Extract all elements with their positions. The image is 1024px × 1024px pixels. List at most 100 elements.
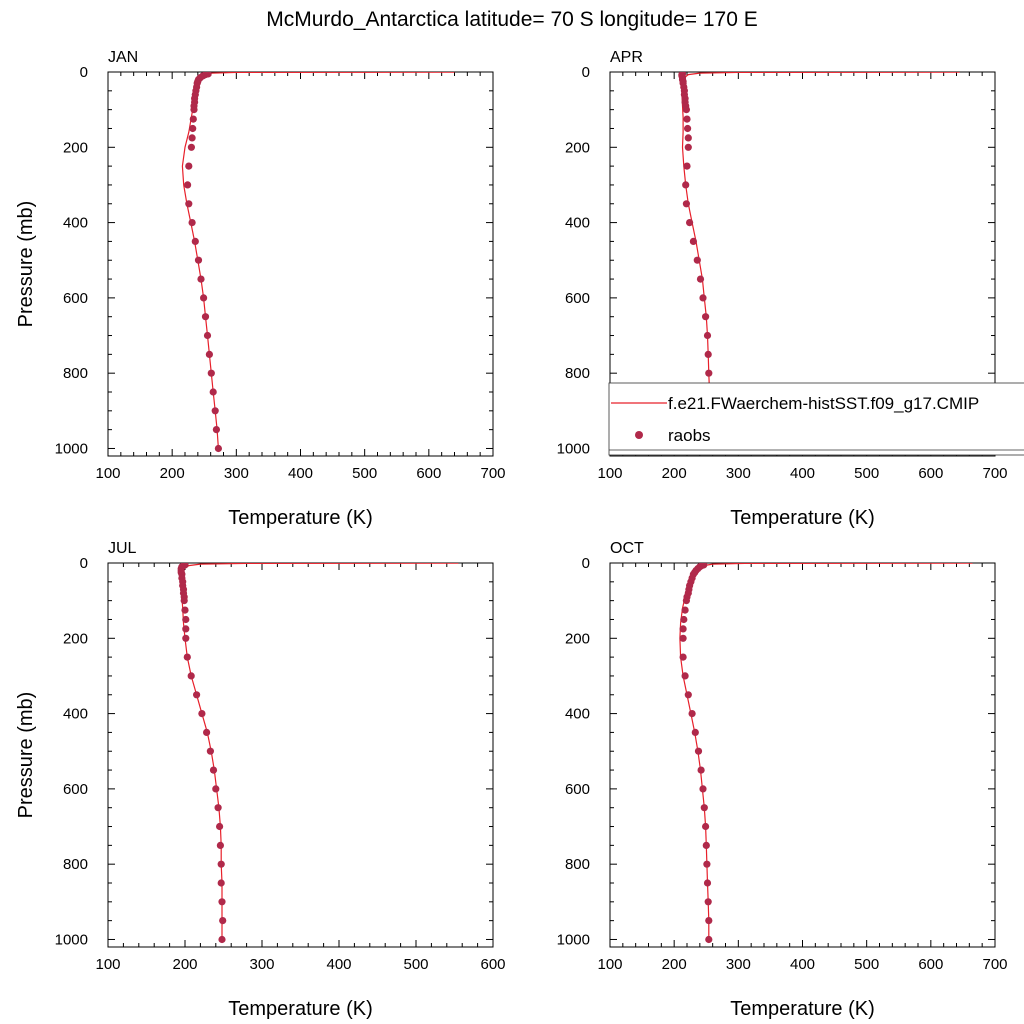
raobs-point bbox=[702, 822, 710, 831]
plot-frame bbox=[107, 71, 494, 457]
raobs-point bbox=[699, 785, 707, 793]
raobs-point bbox=[683, 115, 691, 123]
model-profile-line bbox=[679, 563, 973, 940]
raobs-point bbox=[189, 115, 197, 123]
x-tick-label: 600 bbox=[918, 465, 943, 482]
raobs-point bbox=[187, 143, 195, 151]
x-tick-label: 200 bbox=[172, 956, 197, 973]
raobs-point bbox=[207, 369, 215, 377]
raobs-point bbox=[684, 691, 692, 699]
y-tick-label: 400 bbox=[565, 706, 590, 723]
x-axis-label: Temperature (K) bbox=[228, 998, 373, 1020]
raobs-point bbox=[200, 294, 208, 302]
y-tick-label: 600 bbox=[63, 781, 88, 798]
raobs-point bbox=[681, 672, 689, 680]
y-tick-label: 0 bbox=[80, 64, 88, 81]
raobs-point bbox=[703, 860, 711, 868]
x-tick-label: 400 bbox=[288, 465, 313, 482]
raobs-point bbox=[682, 597, 691, 605]
x-tick-label: 400 bbox=[326, 956, 351, 973]
x-tick-label: 200 bbox=[662, 465, 687, 482]
y-tick-label: 400 bbox=[63, 706, 88, 723]
y-tick-label: 800 bbox=[63, 856, 88, 873]
raobs-point bbox=[699, 294, 707, 302]
raobs-point bbox=[219, 917, 227, 925]
raobs-point bbox=[682, 106, 691, 114]
raobs-point bbox=[211, 407, 219, 415]
panel-jan: JAN 100 200 300 400 500 600 700 0 200 400 600 800 100… bbox=[15, 49, 506, 529]
raobs-point bbox=[702, 313, 710, 321]
raobs-point bbox=[682, 181, 690, 189]
raobs-point bbox=[691, 728, 699, 737]
raobs-point bbox=[683, 162, 691, 170]
x-tick-label: 500 bbox=[352, 465, 377, 482]
y-tick-label: 1000 bbox=[55, 440, 88, 457]
x-tick-label: 100 bbox=[95, 465, 120, 482]
raobs-point bbox=[684, 143, 692, 151]
figure-title: McMurdo_Antarctica latitude= 70 S longit… bbox=[266, 8, 757, 31]
y-tick-label: 200 bbox=[565, 630, 590, 647]
panel-oct: OCT 100 200 300 400 500 600 700 0 200 400 600 800 100… bbox=[557, 540, 1008, 1020]
raobs-point bbox=[214, 444, 222, 453]
raobs-point bbox=[188, 134, 196, 142]
x-tick-label: 600 bbox=[416, 465, 441, 482]
raobs-point bbox=[684, 124, 692, 133]
raobs-point bbox=[188, 219, 196, 227]
raobs-point bbox=[696, 275, 705, 283]
panel-label: APR bbox=[610, 49, 643, 66]
x-tick-label: 100 bbox=[597, 956, 622, 973]
x-axis-label: Temperature (K) bbox=[730, 998, 875, 1020]
legend-model-label: f.e21.FWaerchem-histSST.f09_g17.CMIP bbox=[668, 394, 979, 413]
plot-area bbox=[181, 72, 455, 453]
x-tick-label: 700 bbox=[982, 956, 1007, 973]
x-tick-label: 400 bbox=[790, 465, 815, 482]
y-tick-label: 200 bbox=[63, 630, 88, 647]
raobs-point bbox=[203, 331, 212, 340]
raobs-point bbox=[190, 106, 198, 114]
legend-obs-marker-swatch bbox=[635, 431, 643, 439]
x-tick-label: 600 bbox=[918, 956, 943, 973]
raobs-point bbox=[702, 841, 710, 850]
x-tick-label: 200 bbox=[160, 465, 185, 482]
panel-jul: JUL 100 200 300 400 500 600 0 200 400 600 800 1000 Te… bbox=[15, 540, 506, 1020]
y-tick-label: 200 bbox=[63, 139, 88, 156]
raobs-point bbox=[206, 747, 214, 755]
y-tick-label: 1000 bbox=[557, 440, 590, 457]
y-tick-label: 800 bbox=[63, 365, 88, 382]
y-tick-label: 400 bbox=[565, 215, 590, 232]
raobs-point bbox=[216, 822, 224, 831]
panel-label: JUL bbox=[108, 540, 137, 557]
raobs-point bbox=[686, 219, 694, 227]
raobs-point bbox=[703, 879, 712, 887]
raobs-point bbox=[684, 134, 692, 142]
x-tick-label: 300 bbox=[224, 465, 249, 482]
raobs-point bbox=[189, 124, 197, 133]
raobs-point bbox=[187, 672, 195, 680]
raobs-point bbox=[679, 634, 687, 642]
x-tick-label: 300 bbox=[249, 956, 274, 973]
y-tick-label: 0 bbox=[80, 555, 88, 572]
raobs-point bbox=[182, 615, 190, 624]
raobs-point bbox=[198, 710, 206, 718]
x-tick-label: 200 bbox=[662, 956, 687, 973]
x-tick-label: 700 bbox=[982, 465, 1007, 482]
legend-frame bbox=[608, 382, 1024, 456]
plot-frame bbox=[107, 562, 494, 948]
raobs-point bbox=[703, 331, 712, 340]
raobs-point bbox=[218, 935, 226, 944]
raobs-point bbox=[182, 634, 190, 642]
raobs-point bbox=[182, 625, 190, 633]
panel-apr: APR 100 200 300 400 500 600 700 0 200 400 600 800 100… bbox=[557, 49, 1008, 529]
raobs-point bbox=[689, 237, 698, 245]
y-tick-label: 800 bbox=[565, 365, 590, 382]
raobs-point bbox=[205, 350, 213, 358]
raobs-point bbox=[197, 275, 205, 283]
raobs-point bbox=[705, 369, 713, 377]
y-tick-label: 600 bbox=[565, 781, 590, 798]
y-tick-label: 600 bbox=[565, 290, 590, 307]
raobs-point bbox=[704, 350, 712, 358]
raobs-point bbox=[201, 313, 210, 321]
x-tick-label: 700 bbox=[480, 465, 505, 482]
raobs-point bbox=[183, 653, 191, 661]
